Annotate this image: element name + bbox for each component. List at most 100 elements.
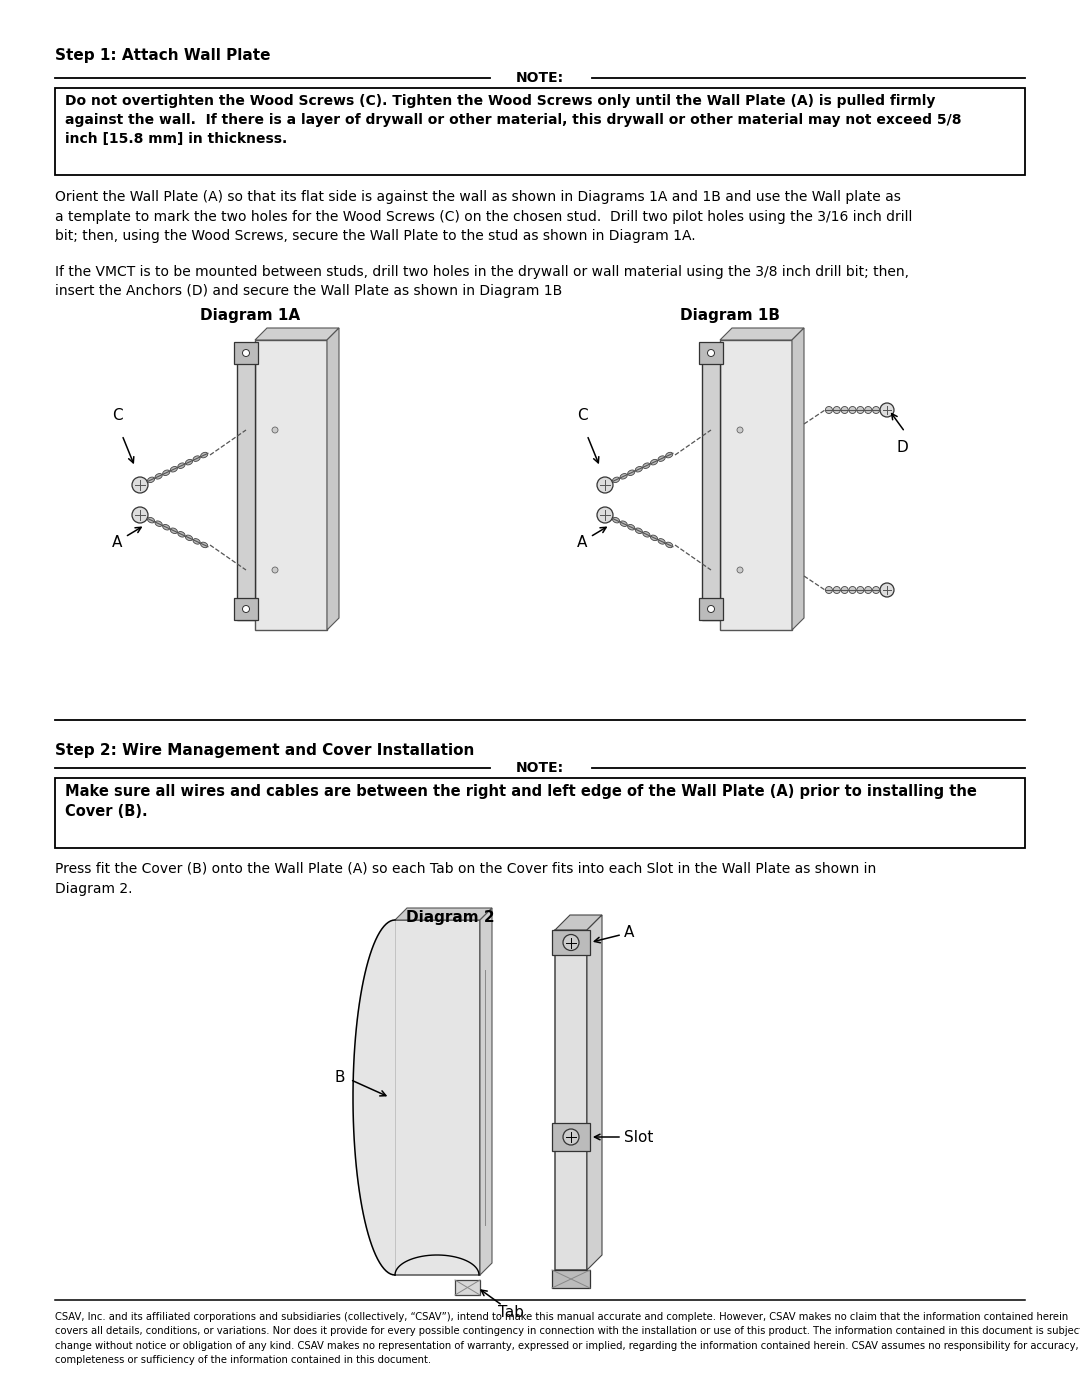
Bar [699, 342, 723, 365]
Text: If the VMCT is to be mounted between studs, drill two holes in the drywall or wa: If the VMCT is to be mounted between stu… [55, 265, 909, 299]
Bar [395, 921, 480, 1275]
Circle shape [243, 349, 249, 356]
Ellipse shape [627, 469, 635, 475]
Ellipse shape [178, 531, 185, 536]
Bar [55, 778, 1025, 848]
Ellipse shape [825, 587, 833, 594]
Text: Tab: Tab [498, 1305, 524, 1320]
Bar [555, 930, 588, 1270]
Ellipse shape [620, 521, 627, 527]
Text: A: A [577, 535, 588, 550]
Text: Do not overtighten the Wood Screws (C). Tighten the Wood Screws only until the W: Do not overtighten the Wood Screws (C). … [65, 94, 961, 145]
Bar [552, 1270, 590, 1288]
Circle shape [597, 507, 613, 522]
Polygon shape [395, 908, 492, 921]
Polygon shape [327, 328, 339, 630]
Bar [237, 351, 255, 620]
Ellipse shape [849, 587, 856, 594]
Text: B: B [335, 1070, 346, 1085]
Ellipse shape [178, 462, 185, 468]
Ellipse shape [849, 407, 856, 414]
Text: A: A [624, 925, 634, 940]
Ellipse shape [834, 407, 840, 414]
Text: Step 1: Attach Wall Plate: Step 1: Attach Wall Plate [55, 47, 270, 63]
Ellipse shape [186, 460, 192, 465]
Ellipse shape [156, 474, 162, 479]
Text: A: A [112, 535, 122, 550]
Text: D: D [897, 440, 908, 455]
Ellipse shape [171, 528, 177, 534]
Ellipse shape [665, 453, 673, 458]
Polygon shape [255, 328, 339, 339]
Ellipse shape [825, 407, 833, 414]
Ellipse shape [620, 474, 627, 479]
Circle shape [132, 507, 148, 522]
Circle shape [707, 349, 715, 356]
Circle shape [272, 567, 278, 573]
Bar [234, 598, 258, 620]
Circle shape [272, 427, 278, 433]
Bar [552, 930, 590, 956]
Circle shape [737, 567, 743, 573]
Ellipse shape [841, 587, 848, 594]
Text: Press fit the Cover (B) onto the Wall Plate (A) so each Tab on the Cover fits in: Press fit the Cover (B) onto the Wall Pl… [55, 862, 876, 895]
Circle shape [563, 935, 579, 950]
Ellipse shape [193, 455, 200, 461]
Ellipse shape [665, 542, 673, 548]
Polygon shape [480, 908, 492, 1275]
Ellipse shape [612, 478, 620, 482]
Ellipse shape [834, 587, 840, 594]
Bar [702, 351, 720, 620]
Ellipse shape [148, 478, 154, 482]
Bar [255, 339, 327, 630]
Ellipse shape [201, 453, 207, 458]
Ellipse shape [643, 531, 650, 536]
Circle shape [737, 427, 743, 433]
Ellipse shape [201, 542, 207, 548]
Ellipse shape [627, 524, 635, 529]
Ellipse shape [193, 539, 200, 545]
Bar [552, 1123, 590, 1151]
Text: C: C [112, 408, 123, 423]
Text: CSAV, Inc. and its affiliated corporations and subsidiaries (collectively, “CSAV: CSAV, Inc. and its affiliated corporatio… [55, 1312, 1080, 1365]
Ellipse shape [873, 407, 879, 414]
Text: Step 2: Wire Management and Cover Installation: Step 2: Wire Management and Cover Instal… [55, 743, 474, 759]
Polygon shape [792, 328, 804, 630]
Circle shape [132, 476, 148, 493]
Ellipse shape [856, 407, 864, 414]
Circle shape [707, 605, 715, 612]
Circle shape [880, 402, 894, 416]
Circle shape [563, 1129, 579, 1146]
Ellipse shape [650, 535, 658, 541]
Polygon shape [555, 915, 602, 930]
Polygon shape [720, 328, 804, 339]
Text: Make sure all wires and cables are between the right and left edge of the Wall P: Make sure all wires and cables are betwe… [65, 784, 977, 820]
Ellipse shape [163, 469, 170, 475]
Text: NOTE:: NOTE: [516, 761, 564, 775]
Polygon shape [353, 921, 395, 1275]
Bar [55, 88, 1025, 175]
Text: NOTE:: NOTE: [516, 71, 564, 85]
Ellipse shape [650, 460, 658, 465]
Ellipse shape [643, 462, 650, 468]
Ellipse shape [156, 521, 162, 527]
Ellipse shape [171, 467, 177, 472]
Ellipse shape [635, 528, 643, 534]
Text: Diagram 1B: Diagram 1B [680, 307, 780, 323]
Bar [720, 339, 792, 630]
Text: C: C [577, 408, 588, 423]
Circle shape [597, 476, 613, 493]
Ellipse shape [635, 467, 643, 472]
Ellipse shape [865, 587, 872, 594]
Ellipse shape [612, 517, 620, 522]
Ellipse shape [186, 535, 192, 541]
Ellipse shape [873, 587, 879, 594]
Circle shape [880, 583, 894, 597]
Circle shape [243, 605, 249, 612]
Bar [455, 1280, 480, 1295]
Text: Orient the Wall Plate (A) so that its flat side is against the wall as shown in : Orient the Wall Plate (A) so that its fl… [55, 190, 913, 243]
Ellipse shape [658, 539, 665, 545]
Bar [699, 598, 723, 620]
Ellipse shape [856, 587, 864, 594]
Text: Diagram 1A: Diagram 1A [200, 307, 300, 323]
